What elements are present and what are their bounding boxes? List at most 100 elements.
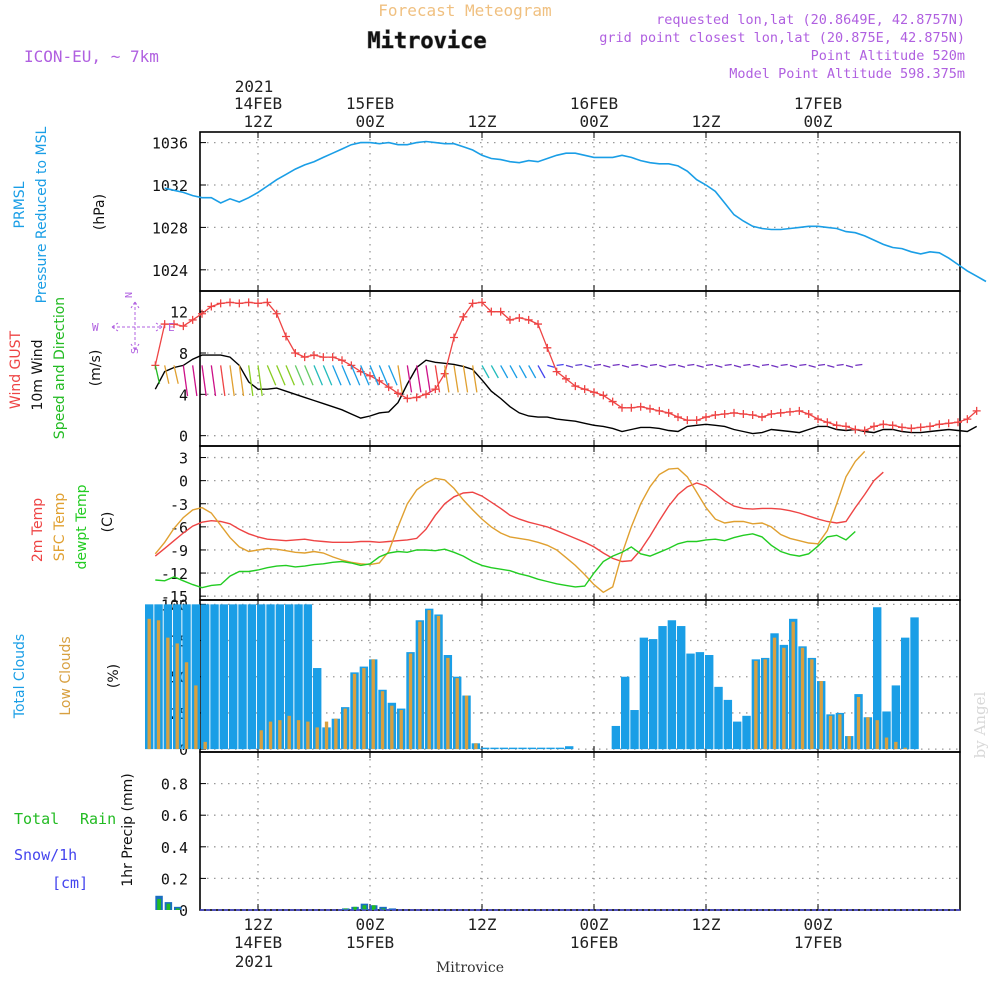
total-cloud-bar (667, 620, 677, 750)
low-cloud-bar (362, 668, 366, 750)
top-date-label: 17FEB (794, 94, 842, 113)
sfc-temp-label: SFC Temp (52, 493, 68, 562)
wind-arrow (266, 365, 277, 386)
total-cloud-bar (733, 721, 742, 750)
y-tick-label: 0 (179, 902, 188, 920)
low-cloud-bar (147, 618, 151, 750)
wind-arrow (649, 363, 658, 367)
gust-marker (599, 391, 608, 400)
gust-marker (618, 403, 626, 412)
gust-marker (235, 299, 244, 308)
gust-marker (888, 421, 897, 430)
wind-arrow (677, 364, 686, 368)
gust-marker (879, 420, 888, 429)
gust-marker (926, 422, 934, 431)
gust-marker (692, 416, 701, 425)
gust-marker (954, 418, 962, 427)
gust-marker (795, 406, 804, 415)
top-time-label: 00Z (580, 112, 609, 131)
wind-label: 10m Wind (30, 339, 46, 410)
total-cloud-bar (285, 604, 294, 750)
total-cloud-bar (882, 711, 891, 750)
wind-arrow (808, 364, 816, 368)
gust-marker (450, 333, 458, 342)
compass-e: E (168, 321, 175, 334)
gust-marker (786, 407, 794, 416)
wind-arrow (612, 363, 620, 367)
low-cloud-bar (418, 621, 422, 750)
gust-marker (758, 413, 766, 422)
total-cloud-bar (257, 604, 266, 750)
y-tick-label: 0.2 (161, 870, 188, 888)
wind-arrow (724, 363, 732, 367)
precip-snow-label: Snow/1h (14, 846, 77, 864)
gust-marker (263, 298, 272, 307)
wind-arrow (304, 365, 314, 386)
wind-arrow (659, 364, 667, 368)
location-title: Mitrovice (367, 29, 486, 54)
low-cloud-bar (838, 714, 842, 750)
wind-arrow (201, 365, 207, 397)
gust-marker (254, 299, 262, 308)
low-cloud-bar (847, 736, 851, 750)
low-cloud-bar (446, 657, 450, 750)
rain-bar (166, 903, 171, 910)
gust-marker (608, 397, 617, 406)
low-cloud-bar (427, 610, 431, 750)
total-cloud-bar (238, 604, 247, 750)
total-cloud-bar (723, 699, 733, 750)
low-cloud-bar (455, 678, 459, 750)
total-cloud-bar (499, 747, 509, 750)
gust-marker (814, 415, 822, 424)
dewpoint-label: dewpt Temp (74, 484, 90, 569)
gust-marker (422, 390, 430, 399)
gust-marker (226, 298, 234, 307)
low-cloud-bar (184, 662, 189, 750)
wind-arrow (220, 365, 226, 397)
low-cloud-bar (278, 720, 282, 750)
y-tick-label: 1036 (152, 135, 188, 153)
total-cloud-bar (695, 652, 705, 750)
wind-arrow (584, 364, 592, 368)
wind-arrow (369, 365, 379, 386)
rain-bar (353, 906, 357, 910)
top-date-label: 14FEB (234, 94, 282, 113)
gust-marker (524, 315, 533, 324)
gust-marker (972, 406, 981, 415)
total-cloud-bar (275, 604, 285, 750)
total-cloud-bar (910, 617, 919, 750)
wind-arrow (668, 363, 676, 367)
top-time-label: 00Z (804, 112, 833, 131)
low-cloud-bar (287, 715, 291, 750)
low-cloud-bar (156, 620, 161, 750)
wind-arrow (229, 365, 235, 397)
low-cloud-bar (791, 621, 795, 750)
low-cloud-bar (884, 737, 889, 750)
rain-bar (362, 905, 367, 910)
y-tick-label: -12 (161, 565, 188, 583)
gust-marker (291, 349, 300, 357)
low-cloud-bar (866, 717, 870, 750)
wind-speed-line (154, 354, 978, 435)
wind-arrow (210, 365, 217, 397)
gust-marker (534, 320, 542, 329)
y-tick-label: 1028 (152, 219, 188, 237)
gust-marker (580, 385, 589, 394)
total-cloud-bar (705, 655, 714, 750)
low-cloud-bar (856, 696, 861, 750)
total-cloud-bar (714, 686, 723, 750)
bottom-time-label: 12Z (692, 915, 721, 934)
clouds-unit: (%) (106, 664, 122, 688)
wind-arrow (238, 365, 245, 397)
gust-marker (403, 394, 412, 403)
gust-marker (851, 425, 860, 434)
gust-marker (319, 353, 328, 362)
rain-bar (343, 908, 348, 910)
temp-unit: (C) (100, 512, 116, 533)
total-cloud-bar (677, 626, 686, 750)
gust-marker (655, 406, 664, 415)
low-cloud-bar (175, 643, 179, 750)
bottom-date-label: 16FEB (570, 933, 618, 952)
